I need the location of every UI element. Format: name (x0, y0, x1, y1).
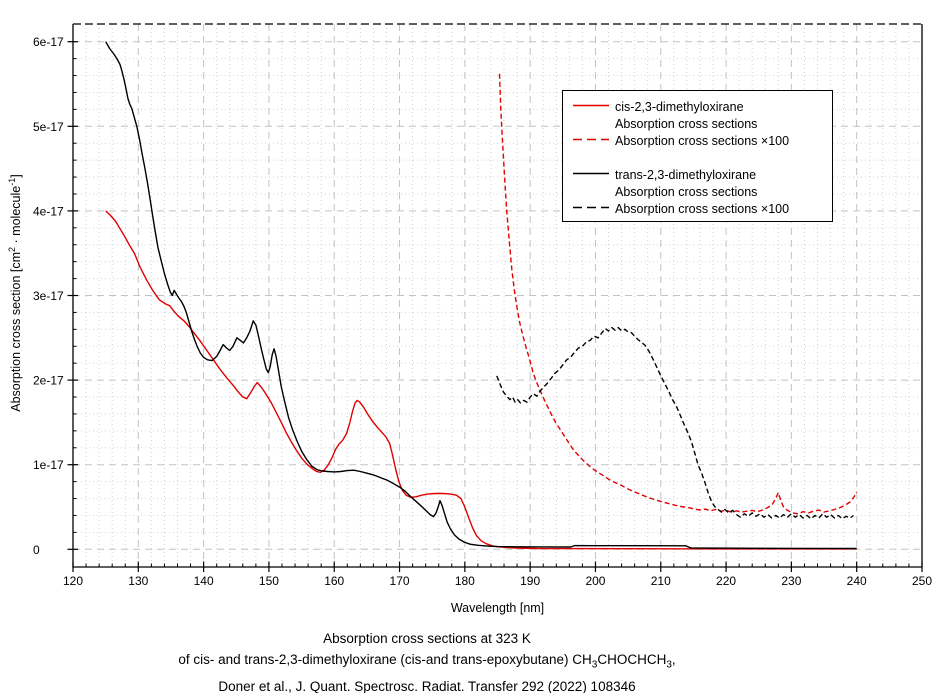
curve-cis-dashed-x100 (498, 73, 858, 515)
x-tick-label: 240 (847, 574, 867, 588)
legend-group-gap (563, 149, 832, 166)
legend-label: Absorption cross sections (615, 184, 758, 199)
curve-cis-solid (105, 210, 857, 550)
x-tick-label: 200 (585, 574, 605, 588)
legend-label: trans-2,3-dimethyloxirane (615, 167, 757, 182)
legend-row: Absorption cross sections (563, 115, 832, 132)
legend-sample-black-dashed-line (563, 199, 615, 219)
y-tick-label: 6e-17 (33, 35, 64, 49)
legend-sample-black-solid-line (563, 165, 615, 185)
y-tick-label: 2e-17 (33, 374, 64, 388)
caption-line-2: of cis- and trans-2,3-dimethyloxirane (c… (0, 649, 854, 676)
legend-row: trans-2,3-dimethyloxirane (563, 166, 832, 183)
caption-line-2-text: of cis- and trans-2,3-dimethyloxirane (c… (178, 652, 592, 667)
y-axis-title-sup: 2 (7, 246, 17, 252)
x-tick-label: 160 (324, 574, 344, 588)
curve-trans-dashed-x100 (496, 326, 854, 520)
figure-caption: Absorption cross sections at 323 K of ci… (0, 628, 854, 693)
caption-line-3: Doner et al., J. Quant. Spectrosc. Radia… (218, 678, 636, 693)
caption-line-2-sub: 3 (666, 659, 672, 671)
curve-trans-solid (105, 41, 857, 550)
y-axis-title-text: ] (9, 174, 24, 178)
y-tick-label: 4e-17 (33, 204, 64, 218)
legend-sample-red-solid-line (563, 97, 615, 117)
x-tick-label: 170 (390, 574, 410, 588)
legend-label: Absorption cross sections (615, 116, 758, 131)
legend-label: Absorption cross sections ×100 (615, 133, 790, 148)
legend-row: Absorption cross sections ×100 (563, 132, 832, 149)
x-tick-label: 150 (259, 574, 279, 588)
x-tick-label: 220 (716, 574, 736, 588)
legend-row: Absorption cross sections ×100 (563, 200, 832, 217)
x-tick-label: 230 (781, 574, 801, 588)
x-tick-label: 250 (912, 574, 932, 588)
x-tick-label: 120 (63, 574, 83, 588)
x-tick-label: 210 (651, 574, 671, 588)
legend-row: cis-2,3-dimethyloxirane (563, 98, 832, 115)
caption-line-1: Absorption cross sections at 323 K (323, 631, 531, 646)
x-axis-title: Wavelength [nm] (450, 601, 545, 615)
legend-label: cis-2,3-dimethyloxirane (615, 99, 744, 114)
y-axis-title: Absorption cross section [cm2 · molecule… (7, 83, 25, 503)
y-tick-label: 0 (33, 543, 40, 557)
legend-sample-red-dashed-line (563, 131, 615, 151)
legend-row: Absorption cross sections (563, 183, 832, 200)
x-tick-label: 180 (455, 574, 475, 588)
legend: cis-2,3-dimethyloxirane Absorption cross… (562, 90, 833, 222)
caption-line-2-text: , (671, 652, 676, 667)
y-tick-label: 3e-17 (33, 289, 64, 303)
legend-label: Absorption cross sections ×100 (615, 201, 790, 216)
x-tick-label: 140 (194, 574, 214, 588)
x-tick-label: 130 (128, 574, 148, 588)
caption-line-2-text: CHOCHCH (597, 652, 667, 667)
y-axis-title-text: · molecule (9, 185, 24, 247)
y-tick-label: 1e-17 (33, 458, 64, 472)
x-tick-label: 190 (520, 574, 540, 588)
y-axis-title-text: Absorption cross section [cm (9, 251, 24, 412)
y-axis-title-sup: -1 (7, 177, 17, 186)
y-tick-label: 5e-17 (33, 120, 64, 134)
caption-line-2-sub: 3 (591, 659, 598, 671)
